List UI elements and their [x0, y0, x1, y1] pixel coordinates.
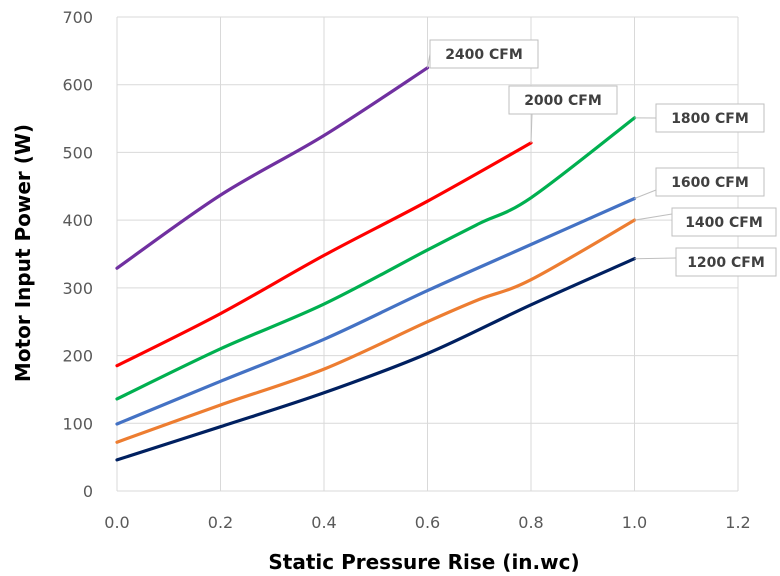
callout-leader: [634, 189, 657, 199]
series-line-1800-cfm: [115, 116, 637, 401]
callout-box: [508, 85, 618, 115]
callout-1400-cfm: 1400 CFM: [634, 207, 777, 237]
callout-2400-cfm: 2400 CFM: [427, 39, 539, 69]
y-tick-label: 100: [62, 414, 93, 433]
callout-box: [655, 103, 765, 133]
series-line-1600-cfm: [115, 196, 637, 426]
callout-label: 1600 CFM: [671, 175, 749, 191]
x-tick-label: 0.6: [415, 513, 440, 532]
x-tick-label: 0.2: [208, 513, 233, 532]
y-tick-label: 200: [62, 347, 93, 366]
y-tick-label: 300: [62, 279, 93, 298]
callout-1800-cfm: 1800 CFM: [634, 103, 765, 133]
x-tick-label: 0.8: [518, 513, 543, 532]
series-line-2000-cfm: [115, 141, 533, 368]
callout-label: 2000 CFM: [524, 93, 602, 109]
x-tick-label: 1.0: [622, 513, 647, 532]
callout-label: 1200 CFM: [687, 255, 765, 271]
callout-box: [429, 39, 539, 69]
y-tick-label: 600: [62, 76, 93, 95]
callout-label: 1800 CFM: [671, 111, 749, 127]
callout-box: [675, 247, 777, 277]
y-tick-label: 500: [62, 143, 93, 162]
gridlines: [116, 16, 739, 492]
callout-1600-cfm: 1600 CFM: [634, 167, 765, 199]
callout-box: [671, 207, 777, 237]
callout-leader: [530, 113, 533, 143]
x-tick-label: 0.4: [311, 513, 336, 532]
y-axis-title: Motor Input Power (W): [11, 124, 35, 382]
x-tick-label: 0.0: [104, 513, 129, 532]
callout-1200-cfm: 1200 CFM: [634, 247, 777, 277]
y-tick-label: 700: [62, 8, 93, 27]
y-tick-label: 400: [62, 211, 93, 230]
callout-label: 1400 CFM: [685, 215, 763, 231]
series-line-1400-cfm: [115, 218, 637, 444]
series-line-1200-cfm: [115, 257, 637, 462]
series-lines: [115, 66, 637, 462]
callout-2000-cfm: 2000 CFM: [508, 85, 618, 143]
y-tick-label: 0: [83, 482, 93, 501]
axes: 0.0 0.2 0.4 0.6 0.8 1.0 1.2 0 100 200 300 400 500 600…: [62, 8, 750, 532]
x-axis-title: Static Pressure Rise (in.wc): [268, 550, 579, 574]
callout-leader: [634, 257, 677, 260]
callout-box: [655, 167, 765, 197]
series-callouts: 1200 CFM 1400 CFM 1600 CFM 1800 CFM 2000 CFM…: [427, 39, 777, 277]
x-tick-label: 1.2: [725, 513, 750, 532]
series-line-2400-cfm: [115, 66, 430, 270]
callout-label: 2400 CFM: [445, 47, 523, 63]
callout-leader: [634, 213, 673, 221]
